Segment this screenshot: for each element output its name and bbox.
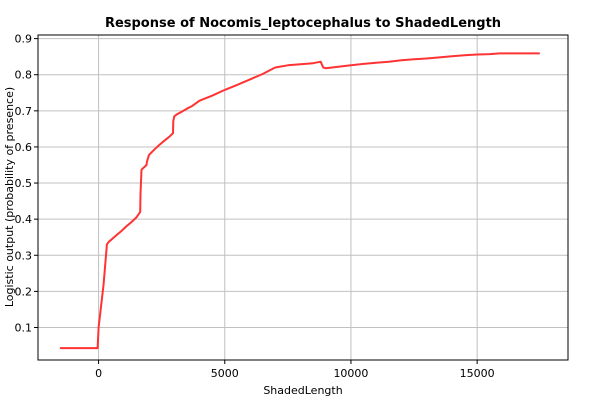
- y-axis-label: Logistic output (probability of presence…: [3, 87, 16, 307]
- x-axis-label: ShadedLength: [263, 384, 342, 397]
- y-tick-label: 0.2: [15, 285, 33, 298]
- x-tick-label: 5000: [211, 367, 239, 380]
- chart-title: Response of Nocomis_leptocephalus to Sha…: [105, 16, 501, 31]
- y-tick-label: 0.6: [15, 141, 33, 154]
- y-tick-label: 0.4: [15, 213, 33, 226]
- grid: [38, 35, 568, 360]
- y-tick-label: 0.1: [15, 322, 33, 335]
- x-tick-label: 10000: [333, 367, 368, 380]
- y-tick-label: 0.9: [15, 33, 33, 46]
- y-tick-label: 0.3: [15, 249, 33, 262]
- x-tick-label: 15000: [460, 367, 495, 380]
- y-tick-label: 0.5: [15, 177, 33, 190]
- response-curve-line: [59, 52, 540, 350]
- y-tick-label: 0.8: [15, 69, 33, 82]
- series-layer: [59, 52, 540, 350]
- x-tick-label: 0: [95, 367, 102, 380]
- y-axis: 0.1 0.2 0.3 0.4 0.5 0.6 0.7 0.8 0.9: [15, 33, 38, 335]
- plot-area-frame: [37, 34, 569, 361]
- y-tick-label: 0.7: [15, 105, 33, 118]
- x-axis: 0 5000 10000 15000: [95, 360, 495, 380]
